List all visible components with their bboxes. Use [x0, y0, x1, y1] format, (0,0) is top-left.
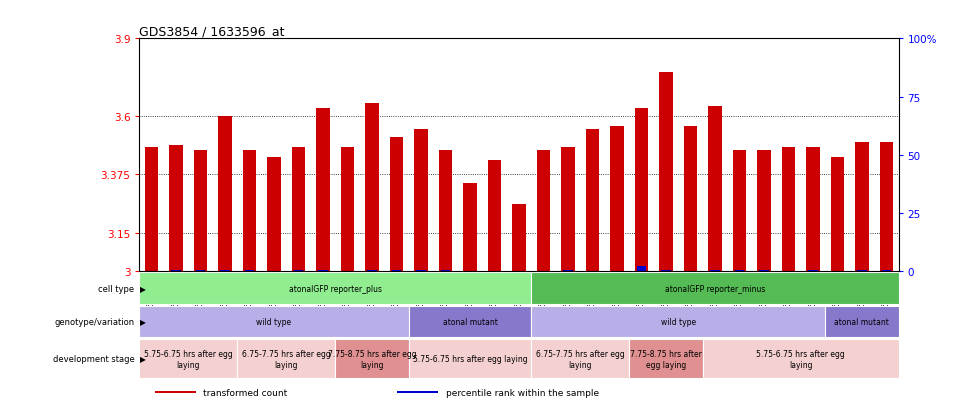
- Bar: [316, 109, 330, 272]
- Bar: [708, 107, 722, 272]
- Bar: [531, 339, 629, 379]
- Bar: [612, 271, 622, 272]
- Bar: [661, 271, 671, 272]
- Bar: [757, 150, 771, 272]
- Bar: [343, 271, 353, 272]
- Text: ▶: ▶: [140, 355, 146, 363]
- Bar: [710, 271, 720, 272]
- Bar: [563, 271, 573, 272]
- Text: 5.75-6.75 hrs after egg laying: 5.75-6.75 hrs after egg laying: [412, 355, 528, 363]
- Bar: [857, 271, 867, 272]
- Bar: [169, 145, 183, 272]
- Bar: [392, 271, 401, 272]
- Text: 5.75-6.75 hrs after egg
laying: 5.75-6.75 hrs after egg laying: [144, 349, 233, 369]
- Bar: [855, 142, 869, 272]
- Bar: [139, 339, 237, 379]
- Bar: [390, 138, 404, 272]
- Bar: [194, 150, 208, 272]
- Bar: [341, 148, 355, 272]
- Bar: [335, 339, 408, 379]
- Bar: [292, 148, 306, 272]
- Bar: [732, 150, 746, 272]
- Text: ▶: ▶: [140, 317, 146, 326]
- Bar: [155, 391, 195, 394]
- Bar: [243, 150, 257, 272]
- Bar: [367, 271, 377, 272]
- Text: genotype/variation: genotype/variation: [55, 317, 135, 326]
- Text: 6.75-7.75 hrs after egg
laying: 6.75-7.75 hrs after egg laying: [242, 349, 331, 369]
- Bar: [634, 109, 648, 272]
- Bar: [536, 150, 550, 272]
- Bar: [398, 391, 438, 394]
- Bar: [488, 161, 502, 272]
- Bar: [531, 273, 899, 304]
- Bar: [514, 271, 524, 272]
- Text: 6.75-7.75 hrs after egg
laying: 6.75-7.75 hrs after egg laying: [536, 349, 625, 369]
- Bar: [408, 306, 531, 337]
- Bar: [318, 271, 328, 272]
- Bar: [830, 158, 844, 272]
- Bar: [245, 271, 255, 272]
- Bar: [808, 271, 818, 272]
- Text: atonalGFP reporter_plus: atonalGFP reporter_plus: [288, 284, 382, 293]
- Bar: [220, 271, 230, 272]
- Bar: [237, 339, 335, 379]
- Bar: [441, 271, 450, 272]
- Bar: [685, 271, 695, 272]
- Text: atonalGFP reporter_minus: atonalGFP reporter_minus: [665, 284, 765, 293]
- Text: ▶: ▶: [140, 284, 146, 293]
- Bar: [759, 271, 769, 272]
- Bar: [659, 73, 673, 272]
- Bar: [490, 271, 499, 272]
- Bar: [171, 271, 181, 272]
- Bar: [879, 142, 893, 272]
- Bar: [734, 271, 744, 272]
- Bar: [512, 204, 526, 272]
- Bar: [465, 271, 475, 272]
- Text: cell type: cell type: [98, 284, 135, 293]
- Bar: [267, 158, 281, 272]
- Text: percentile rank within the sample: percentile rank within the sample: [446, 388, 599, 396]
- Text: GDS3854 / 1633596_at: GDS3854 / 1633596_at: [139, 25, 284, 38]
- Bar: [196, 271, 206, 272]
- Text: wild type: wild type: [257, 317, 291, 326]
- Bar: [629, 339, 702, 379]
- Bar: [439, 150, 453, 272]
- Bar: [781, 148, 795, 272]
- Text: 7.75-8.75 hrs after egg
laying: 7.75-8.75 hrs after egg laying: [328, 349, 416, 369]
- Bar: [783, 271, 793, 272]
- Bar: [585, 130, 599, 272]
- Bar: [269, 271, 279, 272]
- Bar: [702, 339, 899, 379]
- Bar: [825, 306, 899, 337]
- Bar: [147, 271, 157, 272]
- Text: development stage: development stage: [53, 355, 135, 363]
- Bar: [539, 271, 548, 272]
- Bar: [610, 127, 624, 272]
- Bar: [463, 184, 477, 272]
- Bar: [806, 148, 820, 272]
- Text: wild type: wild type: [660, 317, 696, 326]
- Bar: [139, 273, 531, 304]
- Bar: [832, 271, 842, 272]
- Text: atonal mutant: atonal mutant: [834, 317, 889, 326]
- Text: 5.75-6.75 hrs after egg
laying: 5.75-6.75 hrs after egg laying: [756, 349, 845, 369]
- Text: transformed count: transformed count: [203, 388, 287, 396]
- Text: 7.75-8.75 hrs after
egg laying: 7.75-8.75 hrs after egg laying: [630, 349, 702, 369]
- Bar: [294, 271, 304, 272]
- Bar: [531, 306, 825, 337]
- Text: atonal mutant: atonal mutant: [442, 317, 498, 326]
- Bar: [145, 148, 159, 272]
- Bar: [561, 148, 575, 272]
- Bar: [365, 104, 379, 272]
- Bar: [218, 117, 232, 272]
- Bar: [139, 306, 408, 337]
- Bar: [408, 339, 531, 379]
- Bar: [637, 267, 646, 272]
- Bar: [588, 271, 597, 272]
- Bar: [414, 130, 428, 272]
- Bar: [416, 271, 426, 272]
- Bar: [881, 271, 891, 272]
- Bar: [683, 127, 697, 272]
